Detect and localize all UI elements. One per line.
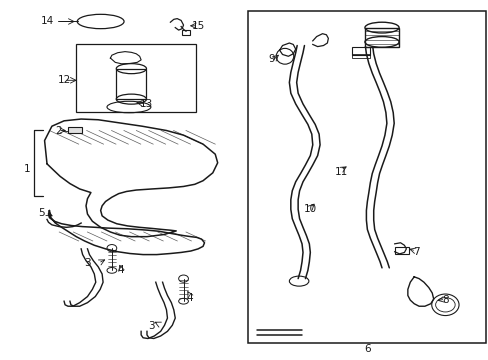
- Bar: [394, 247, 408, 253]
- Bar: [351, 47, 369, 55]
- Bar: [351, 54, 369, 58]
- Text: 5: 5: [38, 208, 45, 218]
- Text: 14: 14: [41, 17, 54, 27]
- Text: 10: 10: [303, 204, 316, 215]
- Text: 2: 2: [55, 126, 61, 135]
- Text: 8: 8: [441, 295, 448, 305]
- Bar: [68, 127, 81, 133]
- Text: 7: 7: [412, 247, 419, 257]
- Bar: [182, 31, 189, 35]
- Bar: [76, 44, 195, 112]
- Bar: [364, 28, 398, 47]
- Text: 13: 13: [139, 99, 152, 109]
- Text: 6: 6: [364, 344, 370, 354]
- Text: 4: 4: [186, 293, 193, 303]
- Text: 15: 15: [191, 21, 204, 31]
- Text: 4: 4: [118, 265, 124, 275]
- Text: 11: 11: [334, 167, 347, 177]
- Text: 3: 3: [84, 258, 91, 268]
- Bar: [116, 69, 146, 99]
- Bar: [248, 11, 485, 343]
- Text: 1: 1: [24, 164, 31, 174]
- Text: 3: 3: [148, 321, 155, 331]
- Text: 12: 12: [58, 75, 71, 85]
- Text: 9: 9: [267, 54, 274, 64]
